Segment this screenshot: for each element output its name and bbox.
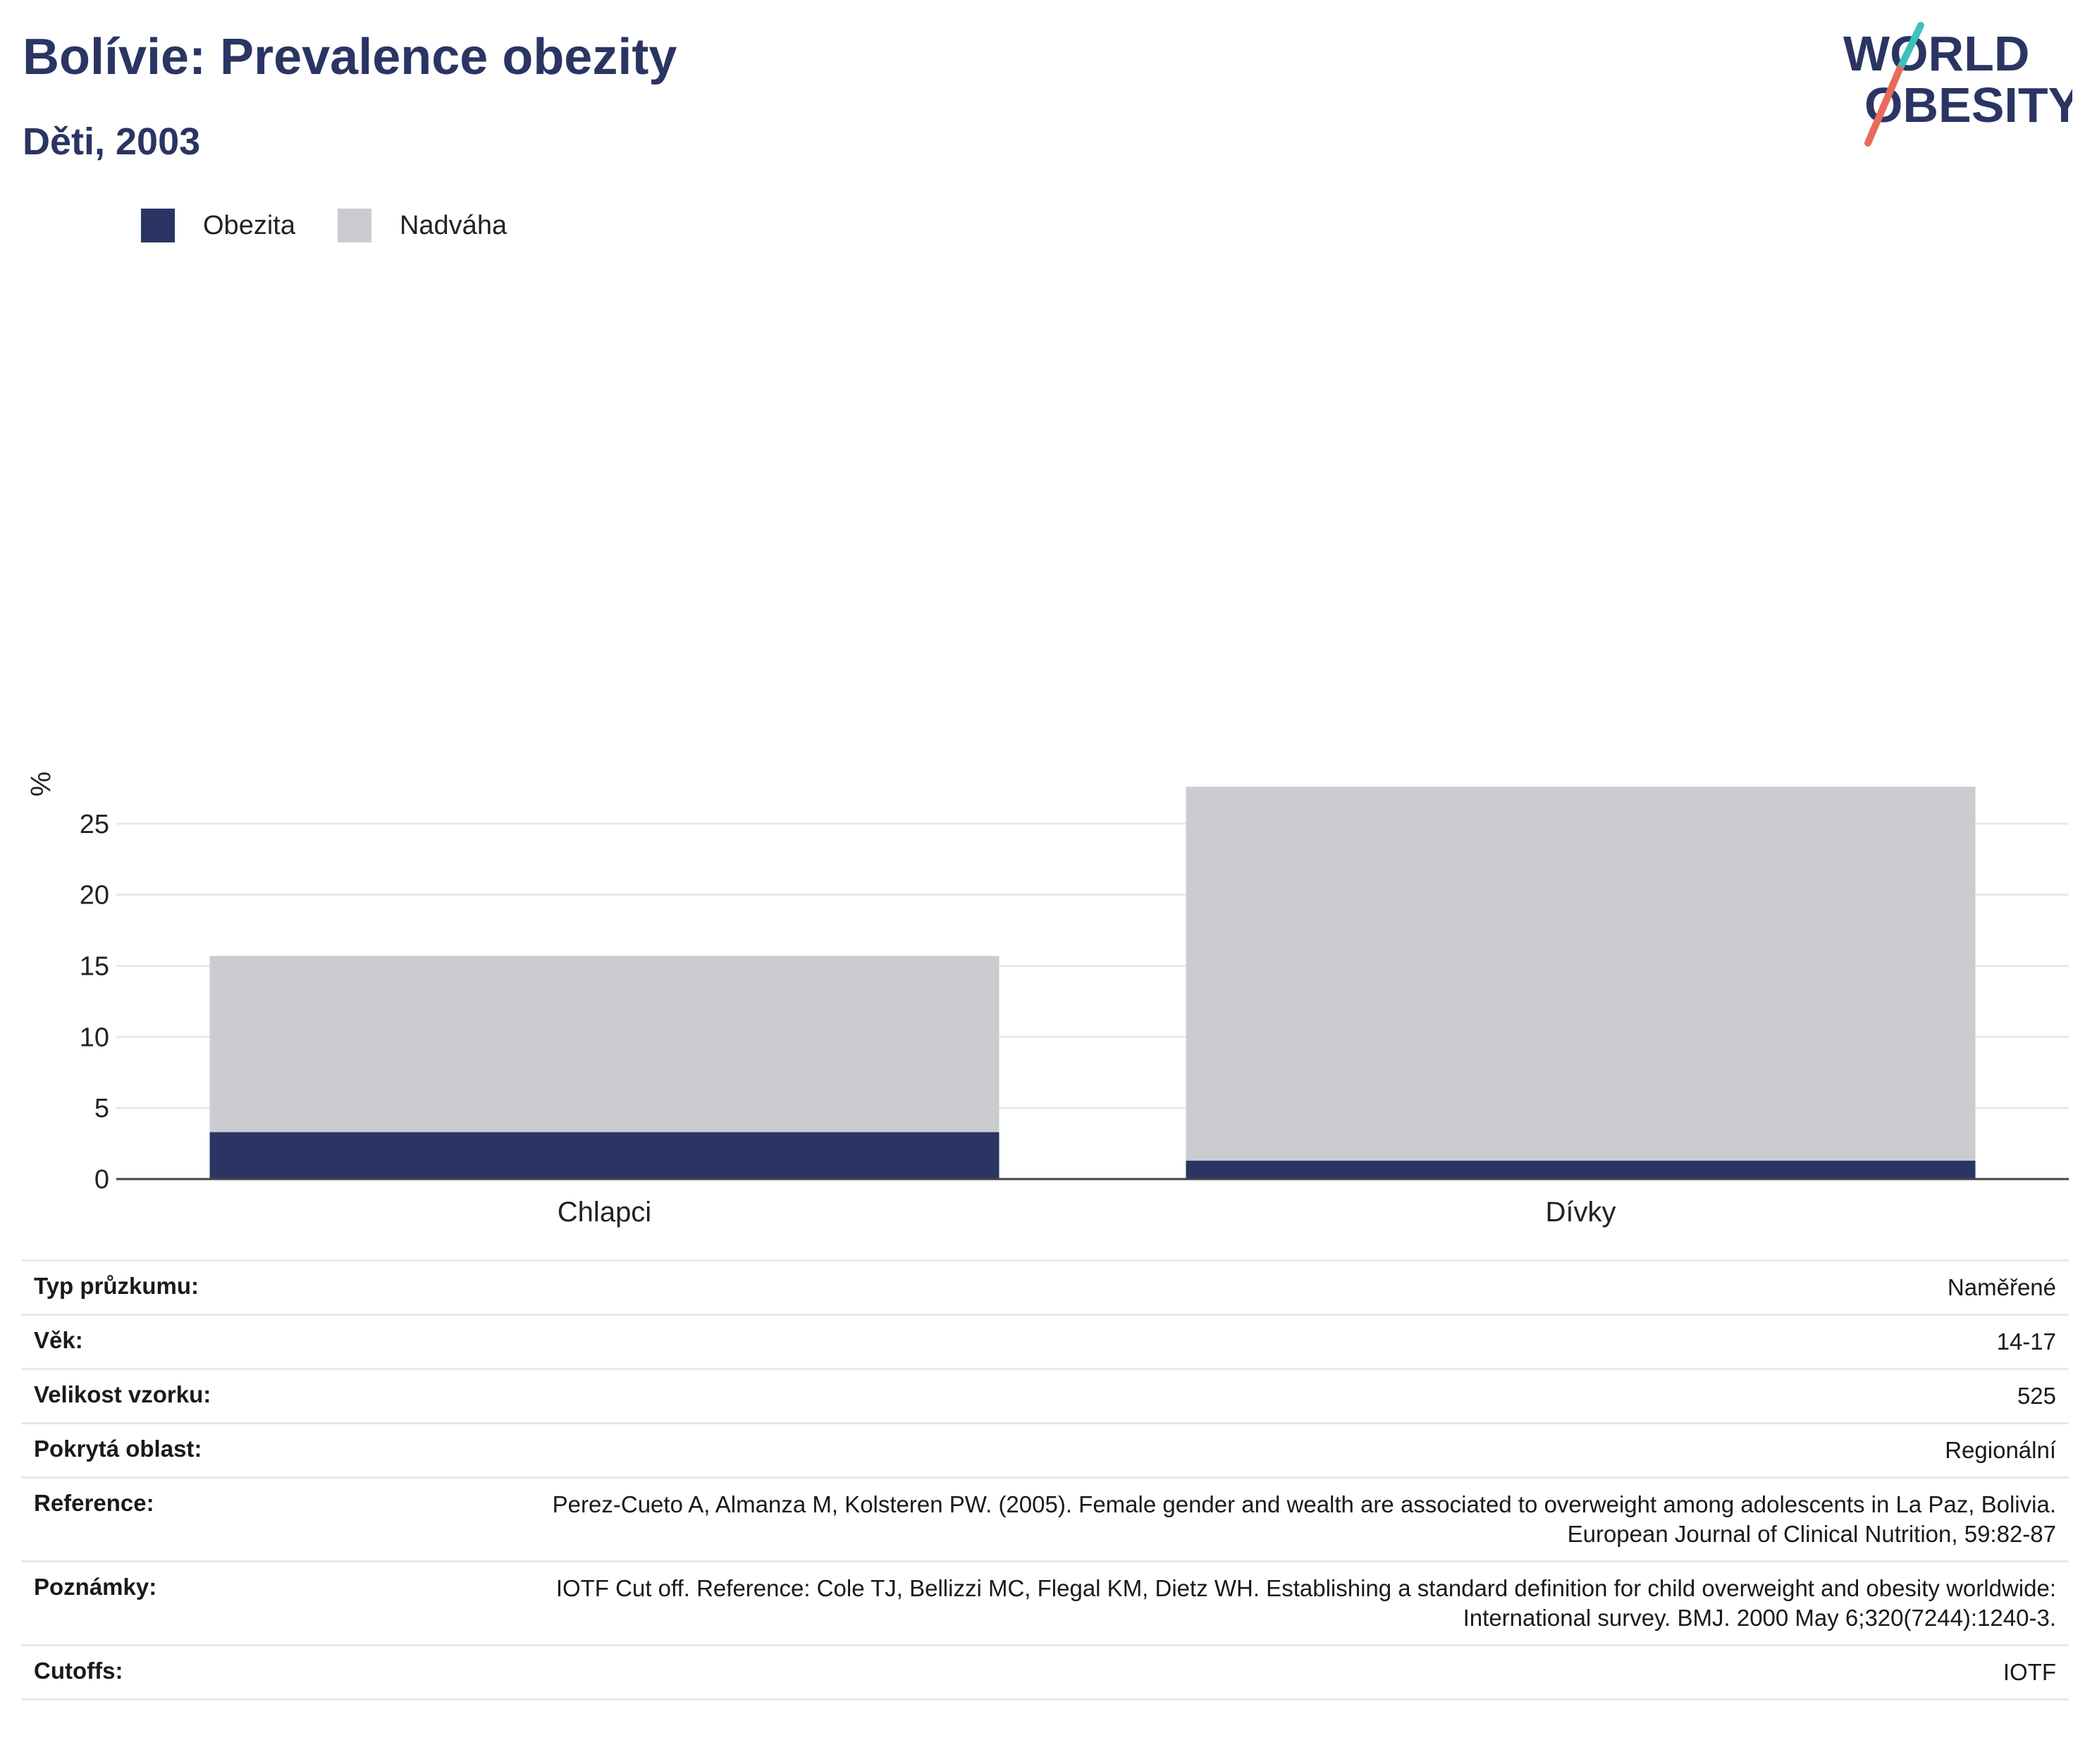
chart-title: Bolívie: Prevalence obezity bbox=[23, 29, 677, 85]
info-row: Pokrytá oblast: Regionální bbox=[21, 1422, 2069, 1479]
info-label: Věk: bbox=[21, 1314, 469, 1370]
x-tick-label: Chlapci bbox=[558, 1197, 651, 1228]
info-row: Poznámky: IOTF Cut off. Reference: Cole T… bbox=[21, 1560, 2069, 1646]
logo-word-world: WORLD bbox=[1843, 26, 2029, 81]
chart-subtitle: Děti, 2003 bbox=[23, 121, 201, 163]
logo-teal-slash bbox=[1896, 22, 1924, 73]
bar-overweight bbox=[1186, 787, 1976, 1161]
info-label: Pokrytá oblast: bbox=[21, 1422, 469, 1479]
chart-legend: Obezita Nadváha bbox=[141, 209, 549, 242]
y-tick-label: 5 bbox=[94, 1094, 109, 1123]
info-label: Reference: bbox=[21, 1476, 469, 1562]
info-value: Naměřené bbox=[469, 1259, 2069, 1316]
y-tick-label: 15 bbox=[80, 951, 109, 981]
world-obesity-logo: WORLD OBESITY bbox=[1843, 22, 2072, 147]
info-label: Cutoffs: bbox=[21, 1644, 469, 1701]
legend-swatch-obesity bbox=[141, 209, 175, 242]
y-tick-label: 10 bbox=[80, 1023, 109, 1052]
y-tick-label: 25 bbox=[80, 810, 109, 839]
legend-swatch-overweight bbox=[337, 209, 371, 242]
logo-word-obesity: OBESITY bbox=[1864, 78, 2072, 132]
x-tick-label: Dívky bbox=[1546, 1197, 1616, 1228]
info-value: IOTF bbox=[469, 1644, 2069, 1701]
y-tick-label: 0 bbox=[94, 1165, 109, 1195]
legend-label-overweight: Nadváha bbox=[399, 210, 508, 240]
info-value: 14-17 bbox=[469, 1314, 2069, 1370]
logo-coral-slash bbox=[1864, 66, 1903, 147]
info-label: Velikost vzorku: bbox=[21, 1368, 469, 1424]
info-value: Regionální bbox=[469, 1422, 2069, 1479]
info-value: Perez-Cueto A, Almanza M, Kolsteren PW. … bbox=[469, 1476, 2069, 1562]
info-row: Velikost vzorku: 525 bbox=[21, 1368, 2069, 1424]
legend-item-obesity[interactable]: Obezita bbox=[141, 209, 295, 242]
survey-info-table: Typ průzkumu: Naměřené Věk: 14-17 Velikost v… bbox=[21, 1259, 2069, 1701]
bar-chart: 0 5 10 15 20 25 Chlapci Dívky bbox=[80, 787, 2069, 1228]
legend-label-obesity: Obezita bbox=[203, 210, 295, 240]
info-label: Poznámky: bbox=[21, 1560, 469, 1646]
bar-obesity bbox=[209, 1132, 1000, 1179]
info-row: Reference: Perez-Cueto A, Almanza M, Kols… bbox=[21, 1476, 2069, 1562]
bar-obesity bbox=[1186, 1160, 1976, 1179]
info-row: Věk: 14-17 bbox=[21, 1314, 2069, 1370]
info-value: 525 bbox=[469, 1368, 2069, 1424]
info-row: Cutoffs: IOTF bbox=[21, 1644, 2069, 1701]
info-value: IOTF Cut off. Reference: Cole TJ, Belliz… bbox=[469, 1560, 2069, 1646]
info-row: Typ průzkumu: Naměřené bbox=[21, 1259, 2069, 1316]
info-label: Typ průzkumu: bbox=[21, 1259, 469, 1316]
y-tick-label: 20 bbox=[80, 881, 109, 911]
bar-overweight bbox=[209, 956, 1000, 1133]
legend-item-overweight[interactable]: Nadváha bbox=[337, 209, 508, 242]
